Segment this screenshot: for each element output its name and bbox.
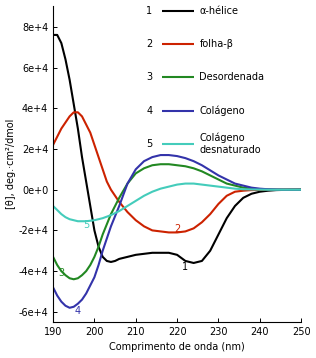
Text: 4: 4 <box>146 106 152 116</box>
Text: Desordenada: Desordenada <box>199 72 264 82</box>
Text: 4: 4 <box>75 306 81 316</box>
Text: 2: 2 <box>146 39 152 49</box>
Y-axis label: [θ], deg.·cm²/dmol: [θ], deg.·cm²/dmol <box>6 119 15 209</box>
Text: 3: 3 <box>146 72 152 82</box>
Text: 1: 1 <box>182 262 188 272</box>
Text: α-hélice: α-hélice <box>199 6 239 16</box>
Text: Colágeno
desnaturado: Colágeno desnaturado <box>199 133 261 155</box>
Text: 2: 2 <box>174 224 180 234</box>
Text: Colágeno: Colágeno <box>199 105 245 116</box>
Text: 1: 1 <box>146 6 152 16</box>
Text: 5: 5 <box>146 139 152 149</box>
Text: 5: 5 <box>83 220 89 230</box>
Text: folha-β: folha-β <box>199 39 234 49</box>
Text: 3: 3 <box>58 268 64 278</box>
X-axis label: Comprimento de onda (nm): Comprimento de onda (nm) <box>109 343 245 352</box>
